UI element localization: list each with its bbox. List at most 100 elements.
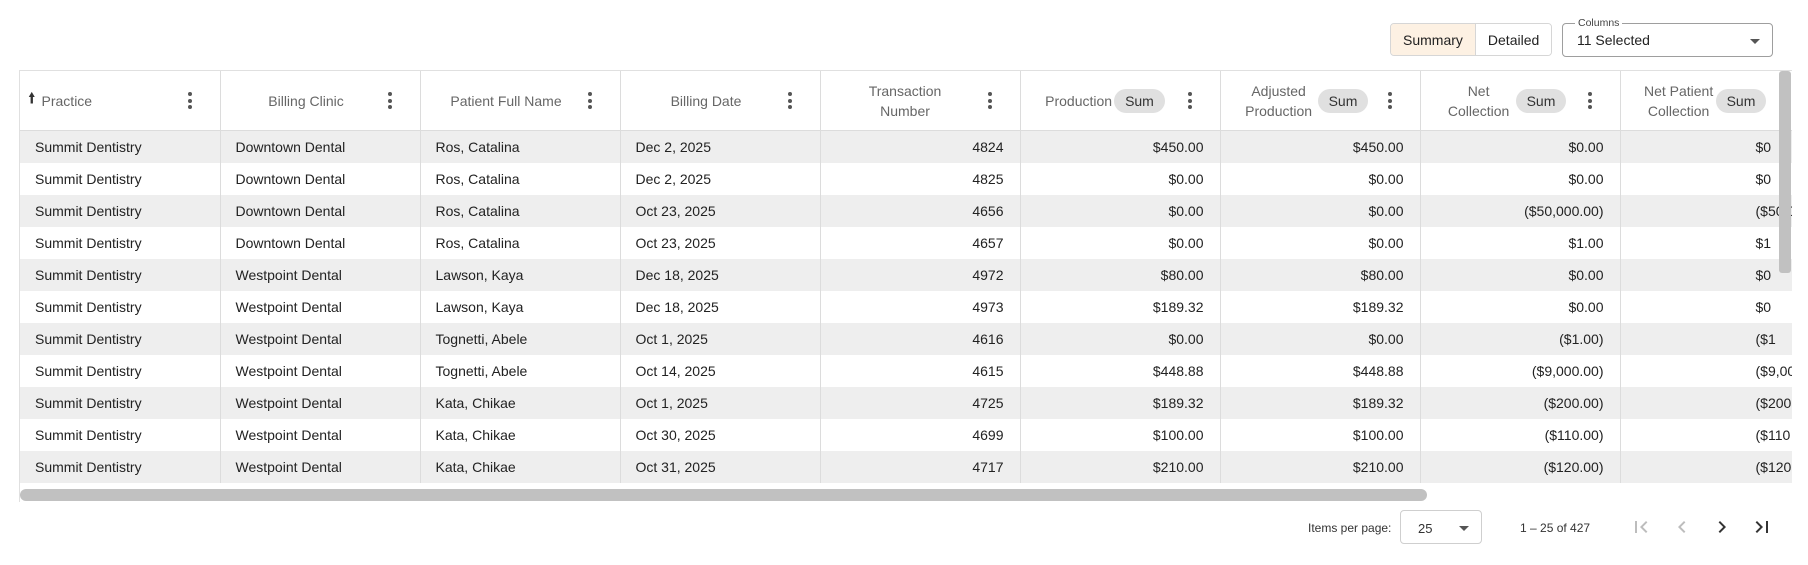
cell-practice: Summit Dentistry xyxy=(20,162,221,195)
header-label: Adjusted Production xyxy=(1245,82,1313,119)
header-label: Transaction Number xyxy=(868,82,942,119)
kebab-icon[interactable] xyxy=(1587,92,1592,109)
horizontal-scrollbar[interactable] xyxy=(20,489,1427,501)
sum-chip[interactable]: Sum xyxy=(1715,88,1767,113)
cell-patient-name: Kata, Chikae xyxy=(420,450,621,483)
cell-production: $210.00 xyxy=(1020,450,1221,483)
cell-billing-date: Dec 2, 2025 xyxy=(620,162,821,195)
cell-billing-clinic: Downtown Dental xyxy=(220,194,421,227)
cell-billing-date: Oct 31, 2025 xyxy=(620,450,821,483)
chevron-right-icon[interactable] xyxy=(1710,515,1734,539)
table-row[interactable]: Summit Dentistry Downtown Dental Ros, Cata… xyxy=(20,226,1792,259)
table-row[interactable]: Summit Dentistry Westpoint Dental Kata, Ch… xyxy=(20,418,1792,451)
cell-practice: Summit Dentistry xyxy=(20,354,221,387)
cell-net-patient-collection: $0 xyxy=(1620,258,1792,291)
cell-billing-date: Oct 30, 2025 xyxy=(620,418,821,451)
cell-billing-date: Dec 2, 2025 xyxy=(620,130,821,163)
detailed-button[interactable]: Detailed xyxy=(1475,24,1552,55)
header-label: Net Collection xyxy=(1447,82,1510,119)
cell-transaction-number: 4972 xyxy=(820,258,1021,291)
cell-net-patient-collection: ($200 xyxy=(1620,386,1792,419)
cell-adjusted-production: $450.00 xyxy=(1220,130,1421,163)
cell-adjusted-production: $210.00 xyxy=(1220,450,1421,483)
header-billing-clinic[interactable]: Billing Clinic xyxy=(220,71,421,131)
cell-production: $0.00 xyxy=(1020,194,1221,227)
table-row[interactable]: Summit Dentistry Downtown Dental Ros, Cata… xyxy=(20,162,1792,195)
cell-practice: Summit Dentistry xyxy=(20,322,221,355)
chevron-left-icon[interactable] xyxy=(1670,515,1694,539)
kebab-icon[interactable] xyxy=(587,92,592,109)
kebab-icon[interactable] xyxy=(987,92,992,109)
cell-adjusted-production: $189.32 xyxy=(1220,386,1421,419)
cell-patient-name: Ros, Catalina xyxy=(420,226,621,259)
header-production[interactable]: Production Sum xyxy=(1020,71,1221,131)
table-row[interactable]: Summit Dentistry Downtown Dental Ros, Cata… xyxy=(20,194,1792,227)
header-net-collection[interactable]: Net Collection Sum xyxy=(1420,71,1621,131)
cell-transaction-number: 4717 xyxy=(820,450,1021,483)
cell-billing-clinic: Westpoint Dental xyxy=(220,386,421,419)
header-patient-full-name[interactable]: Patient Full Name xyxy=(420,71,621,131)
cell-patient-name: Kata, Chikae xyxy=(420,386,621,419)
table-row[interactable]: Summit Dentistry Westpoint Dental Tognetti… xyxy=(20,322,1792,355)
cell-billing-clinic: Downtown Dental xyxy=(220,226,421,259)
sum-chip[interactable]: Sum xyxy=(1114,88,1165,113)
kebab-icon[interactable] xyxy=(1387,92,1392,109)
cell-production: $189.32 xyxy=(1020,386,1221,419)
cell-transaction-number: 4973 xyxy=(820,290,1021,323)
cell-billing-date: Dec 18, 2025 xyxy=(620,258,821,291)
cell-adjusted-production: $0.00 xyxy=(1220,226,1421,259)
header-adjusted-production[interactable]: Adjusted Production Sum xyxy=(1220,71,1421,131)
kebab-icon[interactable] xyxy=(187,92,192,109)
last-page-icon[interactable] xyxy=(1750,515,1774,539)
table-row[interactable]: Summit Dentistry Westpoint Dental Lawson, … xyxy=(20,258,1792,291)
table-row[interactable]: Summit Dentistry Westpoint Dental Lawson, … xyxy=(20,290,1792,323)
table-row[interactable]: Summit Dentistry Westpoint Dental Kata, Ch… xyxy=(20,450,1792,483)
cell-patient-name: Lawson, Kaya xyxy=(420,258,621,291)
header-net-patient-collection[interactable]: Net Patient Collection Sum xyxy=(1620,71,1792,131)
cell-patient-name: Ros, Catalina xyxy=(420,194,621,227)
arrow-up-icon[interactable]: 🠙 xyxy=(28,90,36,107)
data-grid: 🠙 Practice Billing Clinic Patient Full N… xyxy=(19,70,1792,502)
vertical-scrollbar[interactable] xyxy=(1779,71,1791,273)
cell-adjusted-production: $448.88 xyxy=(1220,354,1421,387)
kebab-icon[interactable] xyxy=(387,92,392,109)
header-billing-date[interactable]: Billing Date xyxy=(620,71,821,131)
cell-practice: Summit Dentistry xyxy=(20,194,221,227)
cell-adjusted-production: $189.32 xyxy=(1220,290,1421,323)
header-practice[interactable]: 🠙 Practice xyxy=(20,71,221,131)
cell-net-collection: ($9,000.00) xyxy=(1420,354,1621,387)
header-transaction-number[interactable]: Transaction Number xyxy=(820,71,1021,131)
table-row[interactable]: Summit Dentistry Westpoint Dental Kata, Ch… xyxy=(20,386,1792,419)
kebab-icon[interactable] xyxy=(1187,92,1192,109)
table-row[interactable]: Summit Dentistry Westpoint Dental Tognetti… xyxy=(20,354,1792,387)
cell-transaction-number: 4615 xyxy=(820,354,1021,387)
cell-adjusted-production: $100.00 xyxy=(1220,418,1421,451)
cell-billing-clinic: Westpoint Dental xyxy=(220,354,421,387)
summary-button[interactable]: Summary xyxy=(1391,24,1476,55)
cell-net-patient-collection: ($120 xyxy=(1620,450,1792,483)
cell-transaction-number: 4825 xyxy=(820,162,1021,195)
cell-adjusted-production: $0.00 xyxy=(1220,162,1421,195)
cell-transaction-number: 4616 xyxy=(820,322,1021,355)
kebab-icon[interactable] xyxy=(787,92,792,109)
items-per-page-select[interactable]: 25 xyxy=(1400,510,1482,544)
dropdown-caret-icon xyxy=(1459,526,1469,531)
cell-practice: Summit Dentistry xyxy=(20,450,221,483)
cell-net-patient-collection: $1 xyxy=(1620,226,1792,259)
columns-select[interactable]: Columns 11 Selected xyxy=(1562,16,1773,57)
cell-net-collection: ($110.00) xyxy=(1420,418,1621,451)
table-body: Summit Dentistry Downtown Dental Ros, Cata… xyxy=(20,130,1792,483)
paginator: Items per page: 25 1 – 25 of 427 xyxy=(0,505,1808,555)
sum-chip[interactable]: Sum xyxy=(1317,88,1369,113)
cell-production: $100.00 xyxy=(1020,418,1221,451)
cell-practice: Summit Dentistry xyxy=(20,290,221,323)
table-row[interactable]: Summit Dentistry Downtown Dental Ros, Cata… xyxy=(20,130,1792,163)
cell-patient-name: Lawson, Kaya xyxy=(420,290,621,323)
sum-chip[interactable]: Sum xyxy=(1515,88,1567,113)
cell-practice: Summit Dentistry xyxy=(20,258,221,291)
cell-net-patient-collection: ($50,000 xyxy=(1620,194,1792,227)
first-page-icon[interactable] xyxy=(1629,515,1653,539)
items-per-page-label: Items per page: xyxy=(1308,521,1392,535)
cell-patient-name: Kata, Chikae xyxy=(420,418,621,451)
cell-adjusted-production: $0.00 xyxy=(1220,194,1421,227)
